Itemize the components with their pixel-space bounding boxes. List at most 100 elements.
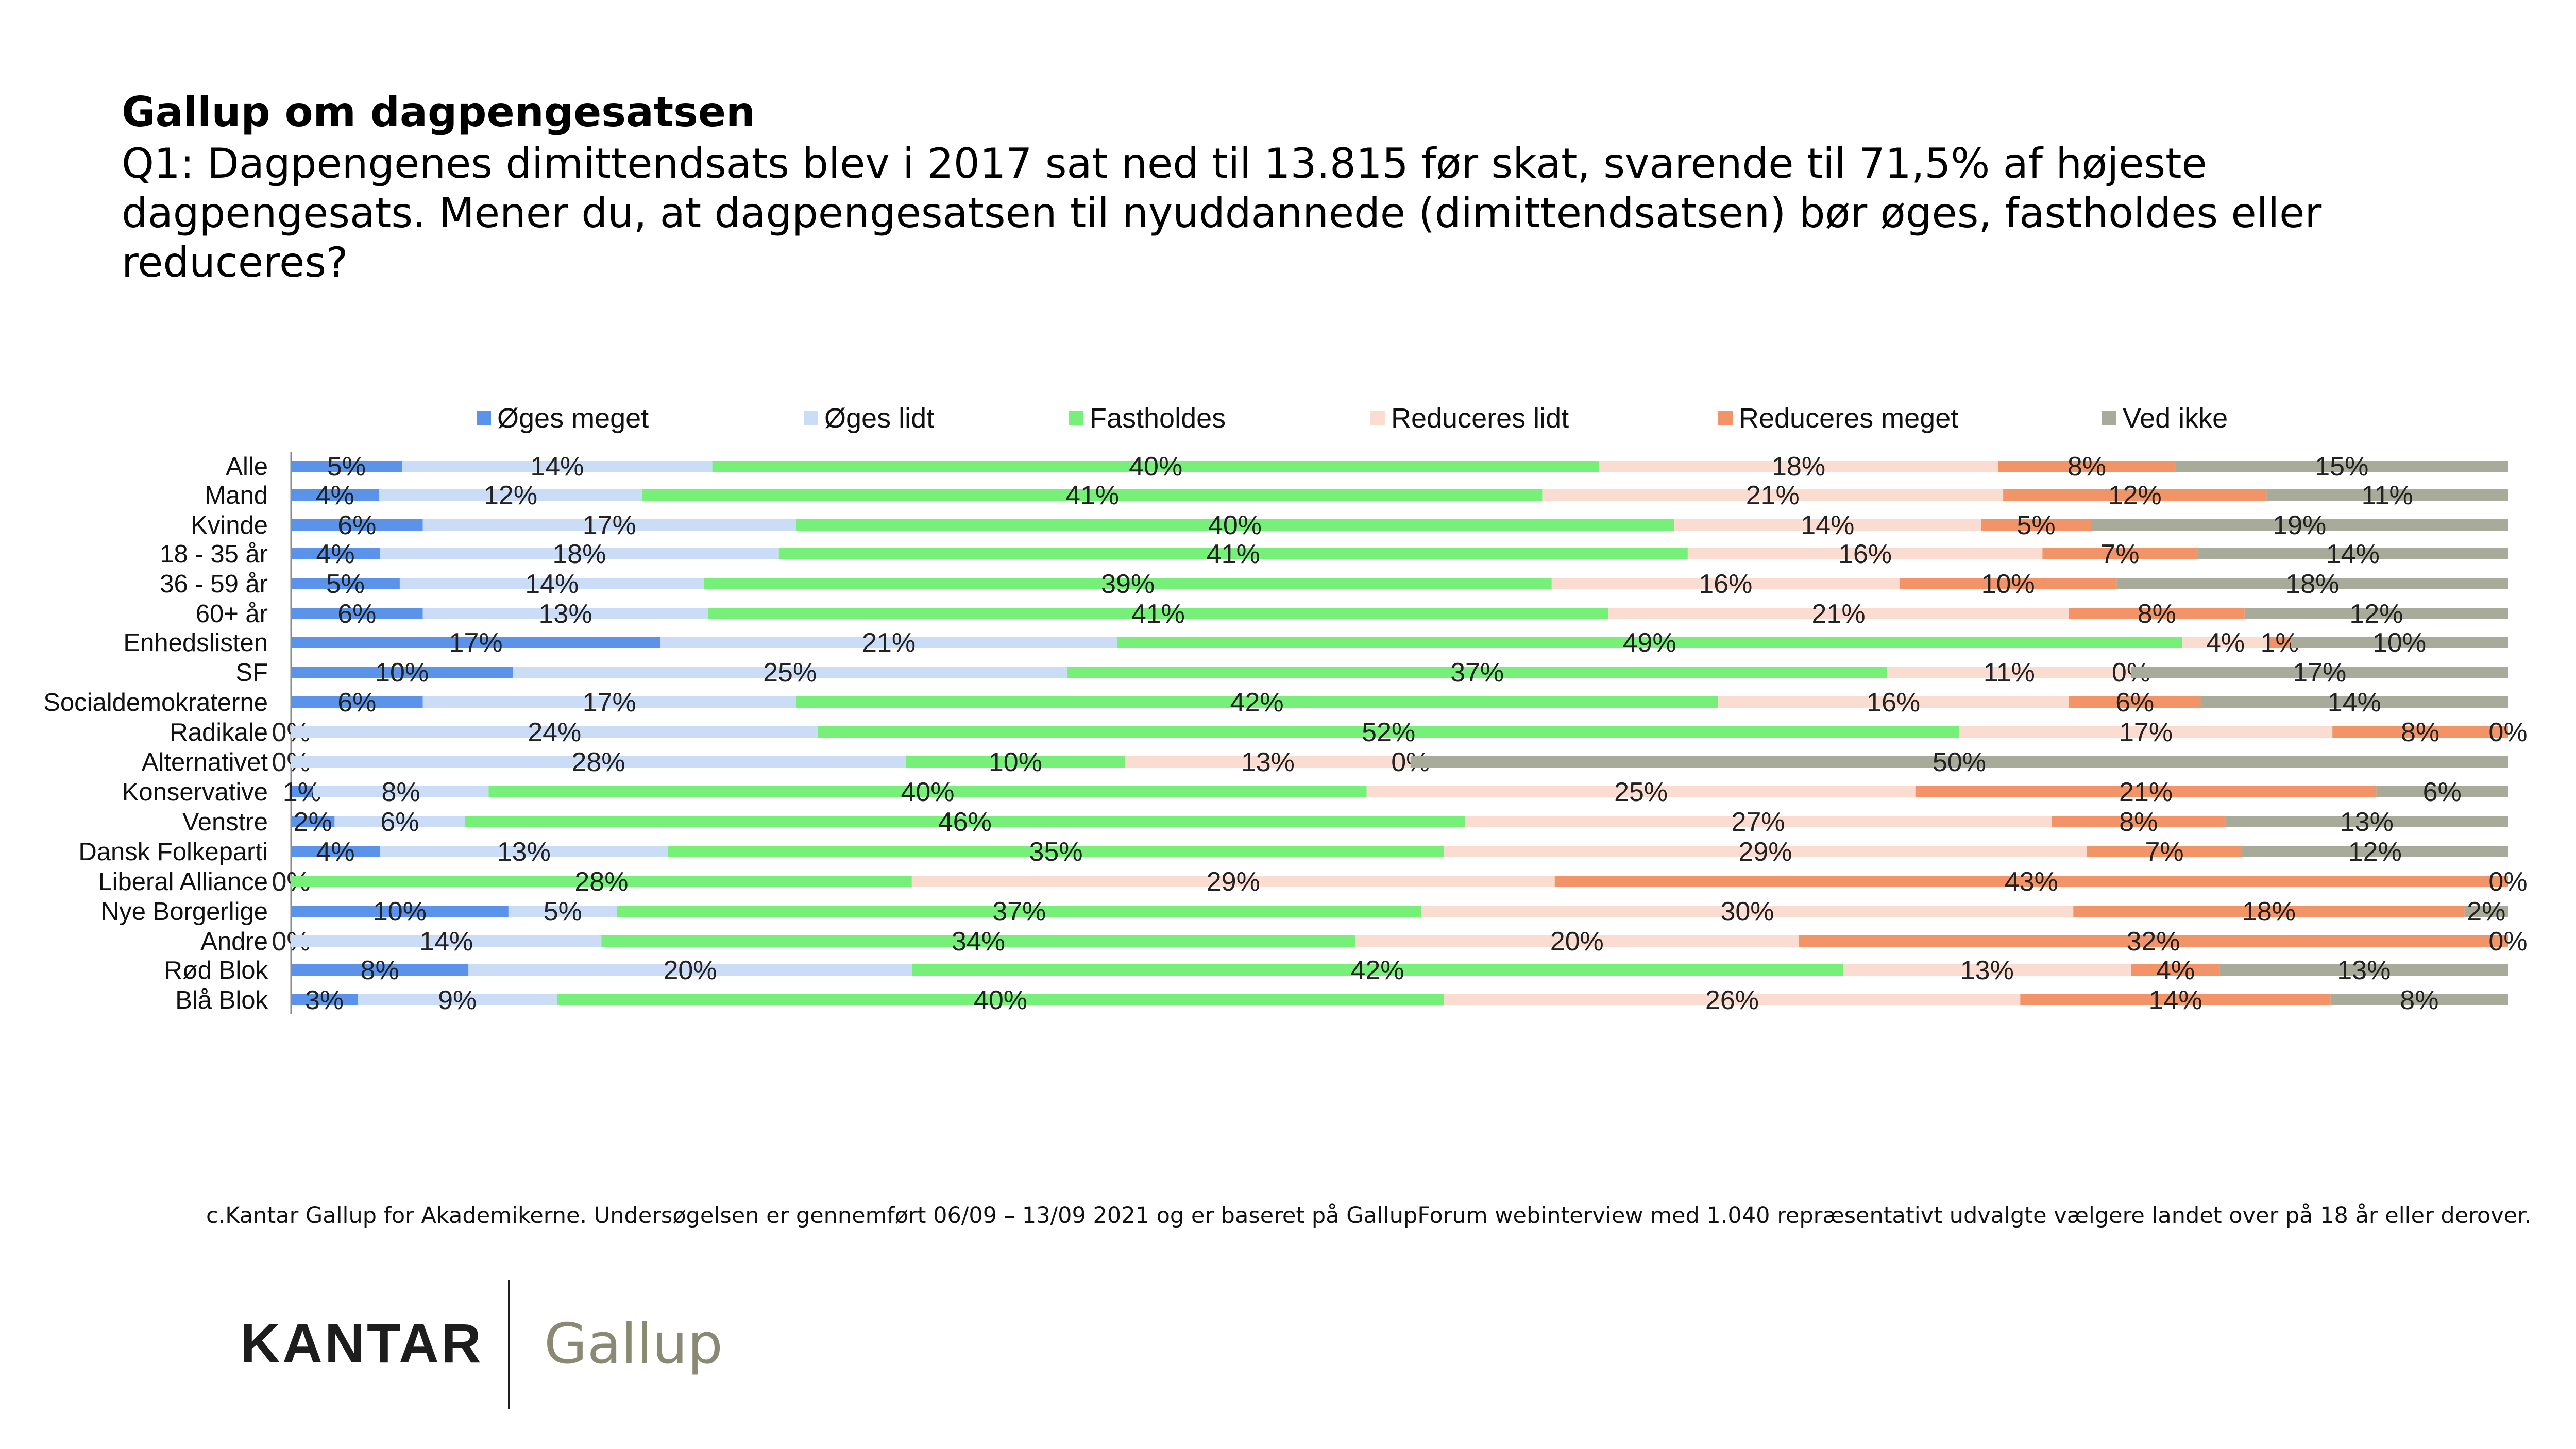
bar-oeges-meget-36-59-aar (291, 578, 400, 589)
data-label-ved-ikke-dansk-folkeparti: 12% (2348, 837, 2402, 867)
data-label-oeges-meget-kvinde: 6% (337, 510, 376, 540)
bar-ved-ikke-alternativet (1410, 756, 2508, 768)
category-label-60-aar: 60+ år (196, 600, 268, 628)
bar-reduceres-meget-liberal-alliance (1554, 876, 2508, 887)
bar-reduceres-lidt-venstre (1465, 816, 2052, 827)
bar-reduceres-lidt-liberal-alliance (911, 876, 1555, 887)
data-label-reduceres-meget-venstre: 8% (2119, 807, 2158, 837)
data-label-fastholdes-blaa-blok: 40% (974, 985, 1027, 1015)
data-label-fastholdes-enhedslisten: 49% (1623, 628, 1676, 658)
bar-ved-ikke-nye-borgerlige (2464, 906, 2508, 917)
legend-label-oeges-lidt: Øges lidt (824, 403, 934, 434)
data-label-fastholdes-nye-borgerlige: 37% (992, 897, 1046, 927)
data-label-ved-ikke-36-59-aar: 18% (2285, 569, 2339, 599)
data-label-reduceres-lidt-roed-blok: 13% (1960, 956, 2014, 985)
bar-reduceres-meget-60-aar (2069, 608, 2245, 619)
bar-fastholdes-nye-borgerlige (617, 906, 1421, 917)
data-label-fastholdes-mand: 41% (1065, 481, 1119, 510)
chart-header: Gallup om dagpengesatsen Q1: Dagpengenes… (122, 88, 2492, 287)
data-label-ved-ikke-kvinde: 19% (2273, 510, 2326, 540)
bar-reduceres-meget-roed-blok (2131, 964, 2220, 976)
bar-reduceres-meget-socialdemokraterne (2069, 696, 2201, 708)
data-label-oeges-meget-venstre: 2% (294, 807, 332, 837)
bar-reduceres-lidt-socialdemokraterne (1718, 696, 2069, 708)
legend-swatch-fastholdes (1069, 411, 1083, 425)
data-label-ved-ikke-alternativet: 50% (1933, 747, 1986, 777)
logo-kantar-text: KANTAR (240, 1312, 483, 1374)
data-label-oeges-meget-blaa-blok: 3% (305, 985, 344, 1015)
data-label-oeges-meget-roed-blok: 8% (361, 956, 399, 985)
data-label-ved-ikke-blaa-blok: 8% (2400, 985, 2438, 1015)
data-label-oeges-lidt-radikale: 24% (528, 718, 581, 747)
bar-ved-ikke-alle (2175, 461, 2508, 472)
data-label-fastholdes-60-aar: 41% (1131, 599, 1185, 629)
bar-reduceres-meget-18-35-aar (2042, 548, 2198, 559)
bar-fastholdes-andre (601, 935, 1355, 947)
bar-ved-ikke-18-35-aar (2197, 548, 2508, 559)
bar-reduceres-lidt-dansk-folkeparti (1444, 846, 2087, 857)
bar-oeges-meget-dansk-folkeparti (291, 846, 380, 857)
bar-oeges-lidt-alle (402, 461, 713, 472)
data-label-reduceres-meget-liberal-alliance: 43% (2005, 867, 2058, 897)
category-label-kvinde: Kvinde (191, 512, 268, 539)
category-label-18-35-aar: 18 - 35 år (160, 540, 268, 568)
bar-reduceres-lidt-radikale (1959, 726, 2333, 738)
bar-oeges-meget-venstre (291, 816, 335, 827)
bar-reduceres-lidt-konservative (1366, 786, 1916, 797)
data-label-fastholdes-socialdemokraterne: 42% (1230, 688, 1284, 718)
category-label-alternativet: Alternativet (142, 748, 268, 776)
data-label-fastholdes-roed-blok: 42% (1350, 956, 1404, 985)
bar-oeges-lidt-36-59-aar (399, 578, 704, 589)
bar-oeges-meget-alle (291, 461, 402, 472)
data-label-oeges-lidt-mand: 12% (484, 481, 537, 510)
bar-ved-ikke-roed-blok (2219, 964, 2508, 976)
data-label-oeges-meget-sf: 10% (375, 658, 429, 688)
data-label-oeges-lidt-36-59-aar: 14% (525, 569, 579, 599)
bar-oeges-lidt-enhedslisten (660, 637, 1117, 648)
data-label-reduceres-lidt-liberal-alliance: 29% (1207, 867, 1260, 897)
bar-oeges-lidt-sf (513, 667, 1067, 678)
data-label-reduceres-meget-socialdemokraterne: 6% (2115, 688, 2154, 718)
data-label-oeges-meget-mand: 4% (316, 481, 354, 510)
bar-fastholdes-60-aar (708, 608, 1608, 619)
data-label-reduceres-lidt-enhedslisten: 4% (2206, 628, 2245, 658)
data-label-fastholdes-venstre: 46% (938, 807, 992, 837)
data-label-oeges-lidt-venstre: 6% (380, 807, 419, 837)
data-label-reduceres-lidt-konservative: 25% (1614, 777, 1668, 807)
data-label-reduceres-lidt-sf: 11% (1984, 658, 2035, 688)
data-label-reduceres-lidt-andre: 20% (1550, 927, 1604, 957)
data-label-fastholdes-kvinde: 40% (1208, 510, 1262, 540)
bar-reduceres-meget-blaa-blok (2020, 994, 2331, 1005)
bar-reduceres-lidt-blaa-blok (1444, 994, 2021, 1005)
data-label-reduceres-meget-konservative: 21% (2119, 777, 2173, 807)
data-label-fastholdes-18-35-aar: 41% (1207, 539, 1260, 569)
data-label-oeges-meget-socialdemokraterne: 6% (337, 688, 376, 718)
data-label-ved-ikke-mand: 11% (2362, 481, 2413, 510)
data-label-reduceres-meget-andre: 32% (2126, 927, 2180, 957)
data-label-fastholdes-36-59-aar: 39% (1101, 569, 1155, 599)
bar-fastholdes-alternativet (905, 756, 1125, 768)
data-label-reduceres-meget-kvinde: 5% (2016, 510, 2055, 540)
data-label-reduceres-lidt-alternativet: 13% (1241, 747, 1295, 777)
bar-reduceres-meget-andre (1799, 935, 2508, 947)
bar-reduceres-lidt-kvinde (1674, 519, 1981, 531)
bar-fastholdes-alle (712, 461, 1599, 472)
bar-reduceres-meget-radikale (2332, 726, 2508, 738)
data-label-ved-ikke-18-35-aar: 14% (2326, 539, 2380, 569)
bar-reduceres-meget-nye-borgerlige (2073, 906, 2465, 917)
bar-fastholdes-dansk-folkeparti (668, 846, 1444, 857)
bar-reduceres-lidt-18-35-aar (1687, 548, 2043, 559)
bar-fastholdes-venstre (465, 816, 1465, 827)
data-label-oeges-lidt-alle: 14% (530, 452, 584, 482)
chart-subtitle: Q1: Dagpengenes dimittendsats blev i 201… (122, 140, 2322, 286)
bar-fastholdes-sf (1067, 667, 1888, 678)
legend-label-oeges-meget: Øges meget (497, 403, 649, 434)
bar-reduceres-meget-venstre (2052, 816, 2226, 827)
bar-oeges-meget-nye-borgerlige (291, 906, 509, 917)
legend-label-fastholdes: Fastholdes (1090, 403, 1226, 434)
data-label-ved-ikke-60-aar: 12% (2349, 599, 2403, 629)
bar-oeges-meget-18-35-aar (291, 548, 380, 559)
bar-oeges-meget-socialdemokraterne (291, 696, 423, 708)
data-label-oeges-lidt-alternativet: 28% (571, 747, 625, 777)
bar-oeges-lidt-18-35-aar (380, 548, 779, 559)
